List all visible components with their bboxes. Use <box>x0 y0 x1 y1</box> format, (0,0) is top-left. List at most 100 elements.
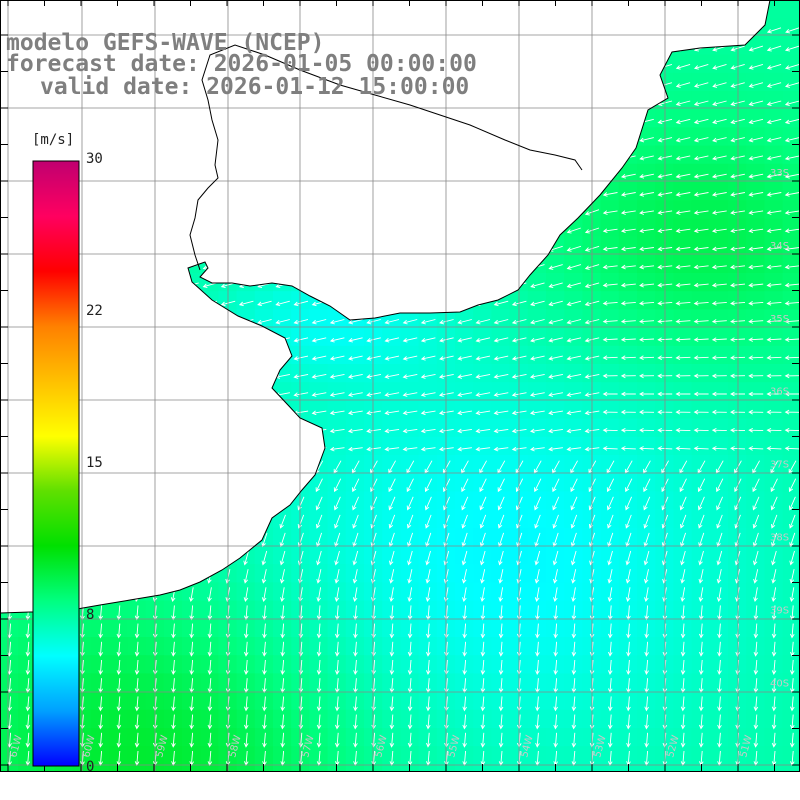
wind-arrow <box>329 428 345 434</box>
wind-arrow <box>584 300 600 307</box>
wind-arrow <box>461 496 469 511</box>
wind-arrow <box>130 136 144 143</box>
wind-arrow <box>693 246 709 252</box>
wind-arrow <box>479 496 487 511</box>
wind-arrow <box>111 136 126 143</box>
wind-arrow <box>771 587 777 603</box>
wind-arrow <box>402 373 418 379</box>
wind-arrow <box>494 26 508 34</box>
wind-arrow <box>607 623 613 639</box>
wind-arrow <box>571 696 577 712</box>
wind-arrow <box>602 63 618 70</box>
wind-arrow <box>788 496 796 511</box>
wind-arrow <box>189 641 194 657</box>
wind-arrow <box>111 337 127 343</box>
wind-arrow <box>698 732 704 748</box>
wind-arrow <box>366 300 381 307</box>
wind-arrow <box>693 118 709 125</box>
wind-arrow <box>334 696 340 712</box>
wind-arrow <box>571 623 577 639</box>
wind-arrow <box>753 587 758 603</box>
wind-arrow <box>166 264 181 270</box>
wind-arrow <box>584 446 600 452</box>
wind-arrow <box>766 319 782 324</box>
wind-arrow <box>607 659 613 675</box>
wind-arrow <box>330 190 345 198</box>
wind-arrow <box>257 245 272 252</box>
wind-arrow <box>602 337 618 342</box>
wind-arrow <box>352 550 359 566</box>
wind-arrow <box>202 190 217 198</box>
wind-arrow <box>789 550 795 566</box>
wind-arrow <box>512 62 527 71</box>
wind-arrow <box>475 410 491 416</box>
wind-arrow <box>148 99 163 107</box>
wind-arrow <box>571 714 577 730</box>
wind-arrow <box>75 136 90 143</box>
wind-arrow <box>602 118 618 125</box>
wind-arrow <box>111 99 126 107</box>
wind-arrow <box>420 264 436 270</box>
wind-arrow <box>165 392 181 397</box>
wind-arrow <box>534 569 540 584</box>
wind-arrow <box>788 478 797 493</box>
wind-arrow <box>384 154 399 161</box>
wind-arrow <box>693 391 709 397</box>
wind-arrow <box>530 282 545 289</box>
wind-arrow <box>275 117 290 125</box>
wind-arrow <box>275 209 290 216</box>
wind-arrow <box>256 410 272 416</box>
wind-arrow <box>748 355 764 361</box>
wind-arrow <box>25 569 31 584</box>
wind-arrow <box>366 227 381 234</box>
wind-arrow <box>243 587 249 603</box>
wind-arrow <box>698 605 704 621</box>
wind-arrow <box>693 173 709 179</box>
wind-arrow <box>462 623 467 639</box>
wind-arrow <box>462 605 467 621</box>
wind-arrow <box>512 154 527 161</box>
wind-arrow <box>639 173 654 179</box>
wind-arrow <box>402 410 418 416</box>
wind-arrow <box>93 209 108 216</box>
wind-arrow <box>116 623 122 639</box>
wind-arrow <box>603 27 618 34</box>
wind-arrow <box>243 714 249 730</box>
wind-arrow <box>425 587 431 603</box>
wind-arrow <box>385 26 399 34</box>
wind-arrow <box>2 355 17 361</box>
wind-arrow <box>480 569 486 584</box>
wind-arrow <box>479 514 487 529</box>
wind-arrow <box>675 137 691 143</box>
wind-arrow <box>643 478 651 493</box>
wind-arrow <box>784 409 800 415</box>
wind-arrow <box>2 446 17 452</box>
wind-arrow <box>530 337 545 343</box>
wind-arrow <box>189 587 194 603</box>
wind-arrow <box>748 137 764 143</box>
wind-arrow <box>607 587 613 603</box>
wind-arrow <box>585 44 599 52</box>
wind-arrow <box>293 154 308 161</box>
wind-arrow <box>421 117 436 125</box>
wind-arrow <box>315 514 323 529</box>
wind-arrow <box>529 392 545 397</box>
wind-arrow <box>711 173 727 179</box>
wind-arrow <box>570 550 577 566</box>
wind-arrow <box>784 337 800 342</box>
wind-arrow <box>348 117 363 125</box>
wind-arrow <box>476 62 490 71</box>
wind-arrow <box>748 301 764 306</box>
wind-arrow <box>384 392 400 397</box>
wind-arrow <box>129 190 145 198</box>
wind-arrow <box>548 117 563 125</box>
wind-arrow <box>243 550 249 566</box>
wind-arrow <box>311 227 327 234</box>
wind-arrow <box>366 446 381 452</box>
wind-arrow <box>407 550 413 566</box>
wind-arrow <box>311 190 327 198</box>
wind-arrow <box>789 623 795 639</box>
wind-arrow <box>402 300 418 307</box>
wind-arrow <box>384 319 400 325</box>
wind-arrow <box>602 446 618 451</box>
